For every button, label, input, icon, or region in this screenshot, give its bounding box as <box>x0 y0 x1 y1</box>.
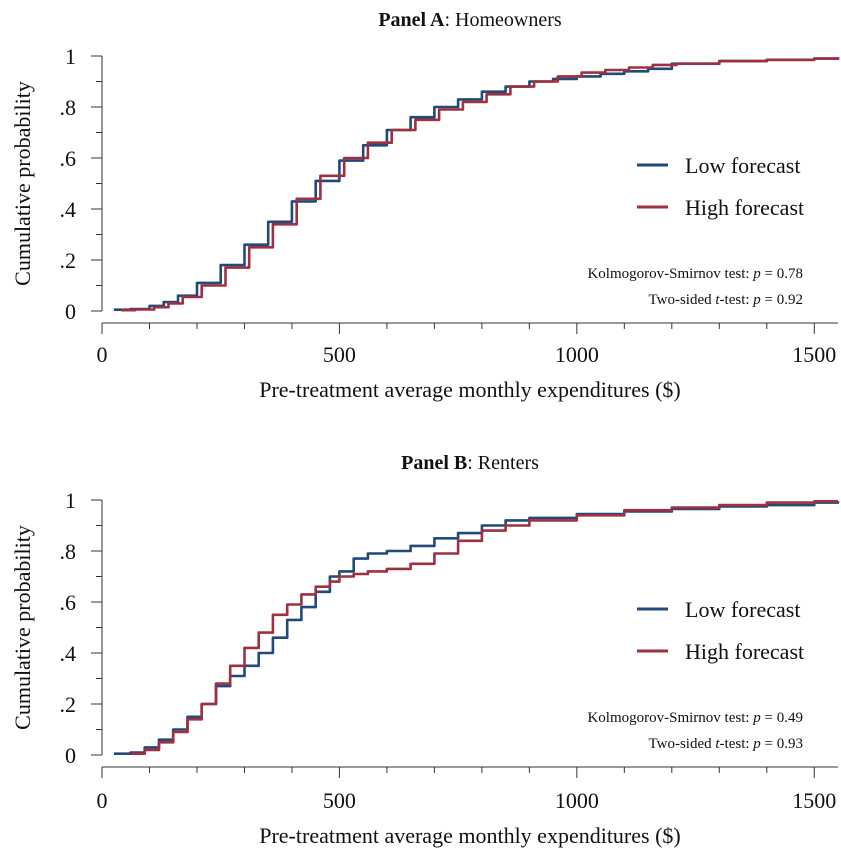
ks-test-label: Kolmogorov-Smirnov test: <box>587 710 753 726</box>
ks-p-symbol: p <box>752 710 761 726</box>
y-tick-label: .6 <box>60 590 77 615</box>
y-tick-label: 0 <box>65 743 76 768</box>
legend-label-low: Low forecast <box>685 597 800 622</box>
y-tick-label: 1 <box>65 488 76 513</box>
y-axis-title: Cumulative probability <box>10 525 35 730</box>
t-test-label: Two-sided <box>649 736 716 752</box>
x-tick-label: 500 <box>323 788 356 813</box>
panel-a: Panel A: Homeowners 0 .2 .4 .6 .8 1 Cumulative … <box>10 9 840 402</box>
ks-test-annotation: Kolmogorov-Smirnov test: p = 0.49 <box>587 710 803 726</box>
y-tick-label: 1 <box>65 44 76 69</box>
legend-label-low: Low forecast <box>685 153 800 178</box>
legend-label-high: High forecast <box>685 195 804 220</box>
x-tick-label: 0 <box>97 342 108 367</box>
t-symbol: t <box>715 292 720 308</box>
x-tick-label: 1000 <box>555 342 599 367</box>
t-p-symbol: p <box>752 736 761 752</box>
t-p-symbol: p <box>752 292 761 308</box>
t-test-label-rest: -test: <box>720 292 754 308</box>
t-test-annotation: Two-sided t-test: p = 0.93 <box>649 736 804 752</box>
t-test-annotation: Two-sided t-test: p = 0.92 <box>649 292 804 308</box>
x-tick-label: 500 <box>323 342 356 367</box>
y-tick-label: .6 <box>60 146 77 171</box>
t-test-label: Two-sided <box>649 292 716 308</box>
t-p-value: = 0.92 <box>761 292 803 308</box>
x-tick-label: 1500 <box>792 342 836 367</box>
t-symbol: t <box>715 736 720 752</box>
t-test-label-rest: -test: <box>720 736 754 752</box>
y-tick-label: .2 <box>60 248 77 273</box>
series-line-high <box>130 500 838 755</box>
x-axis-title: Pre-treatment average monthly expenditur… <box>259 377 681 402</box>
panel-title-bold: Panel B <box>401 452 467 474</box>
panel-b: Panel B: Renters 0 .2 .4 .6 .8 1 Cumulative pro… <box>10 452 840 848</box>
x-tick-label: 1500 <box>792 788 836 813</box>
y-tick-label: .4 <box>60 197 77 222</box>
ks-test-label: Kolmogorov-Smirnov test: <box>587 266 753 282</box>
y-tick-label: 0 <box>65 299 76 324</box>
y-tick-label: .4 <box>60 641 77 666</box>
panel-title-rest: : Homeowners <box>444 9 561 31</box>
t-p-value: = 0.93 <box>761 736 803 752</box>
ks-p-symbol: p <box>752 266 761 282</box>
series-line-low <box>113 57 840 311</box>
panel-title: Panel A: Homeowners <box>378 9 562 31</box>
x-axis-title: Pre-treatment average monthly expenditur… <box>259 823 681 848</box>
y-tick-label: .8 <box>60 95 77 120</box>
ks-p-value: = 0.78 <box>761 266 803 282</box>
panel-title-rest: : Renters <box>467 452 539 474</box>
panel-title: Panel B: Renters <box>401 452 539 474</box>
panel-title-bold: Panel A <box>378 9 445 31</box>
ks-test-annotation: Kolmogorov-Smirnov test: p = 0.78 <box>587 266 803 282</box>
ks-p-value: = 0.49 <box>761 710 803 726</box>
series-line-high <box>121 57 840 312</box>
y-tick-label: .2 <box>60 692 77 717</box>
y-axis-title: Cumulative probability <box>10 81 35 286</box>
y-tick-label: .8 <box>60 539 77 564</box>
x-tick-label: 0 <box>97 788 108 813</box>
legend-label-high: High forecast <box>685 639 804 664</box>
x-tick-label: 1000 <box>555 788 599 813</box>
